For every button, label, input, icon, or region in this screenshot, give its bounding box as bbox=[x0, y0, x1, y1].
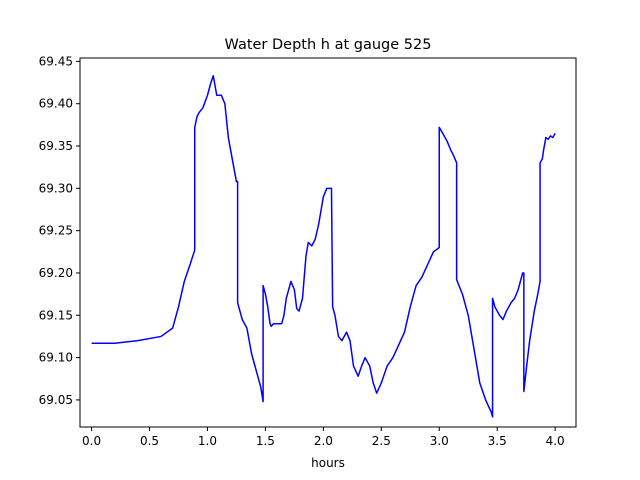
y-tick-label: 69.40 bbox=[39, 97, 73, 111]
x-axis-label: hours bbox=[311, 456, 345, 470]
y-tick-label: 69.15 bbox=[39, 308, 73, 322]
y-tick-label: 69.30 bbox=[39, 181, 73, 195]
y-axis: 69.05 69.10 69.15 69.20 69.25 69.30 69.35 69.40… bbox=[39, 54, 80, 407]
series-line-0 bbox=[91, 75, 556, 418]
chart-title: Water Depth h at gauge 525 bbox=[225, 37, 432, 53]
x-tick-label: 4.0 bbox=[546, 434, 565, 448]
x-tick-label: 1.0 bbox=[198, 434, 217, 448]
x-tick-label: 2.5 bbox=[372, 434, 391, 448]
x-tick-label: 0.5 bbox=[140, 434, 159, 448]
x-axis: 0.0 0.5 1.0 1.5 2.0 2.5 3.0 3.5 4.0 bbox=[82, 427, 565, 448]
x-tick-label: 1.5 bbox=[256, 434, 275, 448]
x-tick-label: 3.0 bbox=[430, 434, 449, 448]
y-tick-label: 69.10 bbox=[39, 351, 73, 365]
x-tick-label: 0.0 bbox=[82, 434, 101, 448]
y-tick-label: 69.25 bbox=[39, 224, 73, 238]
y-tick-label: 69.35 bbox=[39, 139, 73, 153]
y-tick-label: 69.05 bbox=[39, 393, 73, 407]
x-tick-label: 2.0 bbox=[314, 434, 333, 448]
plot-frame bbox=[79, 57, 577, 428]
x-tick-label: 3.5 bbox=[488, 434, 507, 448]
y-tick-label: 69.20 bbox=[39, 266, 73, 280]
y-tick-label: 69.45 bbox=[39, 54, 73, 68]
